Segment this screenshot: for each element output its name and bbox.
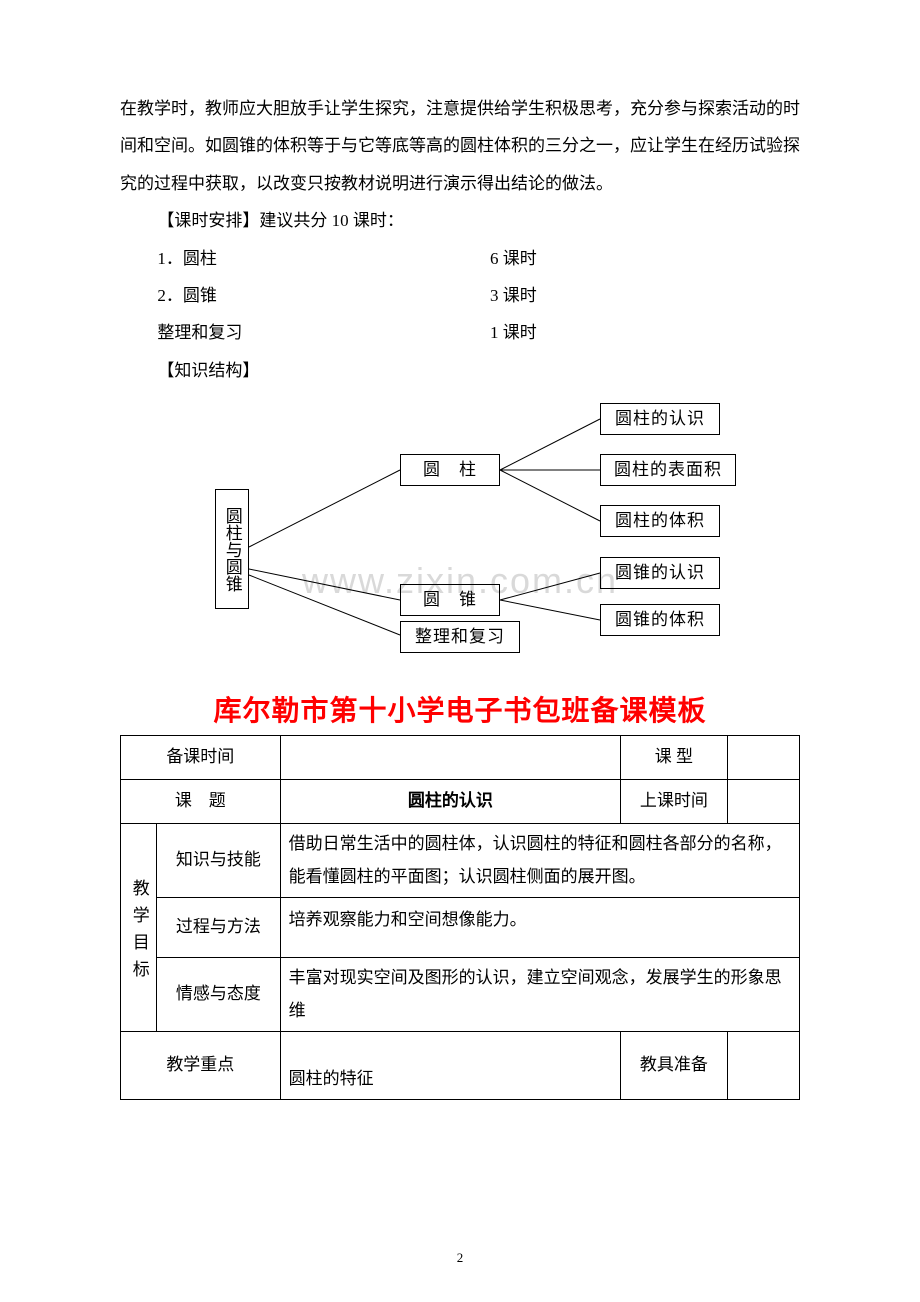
lesson-plan-table: 备课时间 课 型 课 题 圆柱的认识 上课时间 教学目标 知识与技能 借助日常生… <box>120 735 800 1100</box>
diagram-node-mid3: 整理和复习 <box>400 621 520 653</box>
hours-row: 1．圆柱 6 课时 <box>120 240 800 277</box>
cell-class-time-label: 上课时间 <box>621 780 727 824</box>
page-heading: 库尔勒市第十小学电子书包班备课模板 <box>120 689 800 729</box>
hours-row-right: 3 课时 <box>490 277 537 314</box>
page-content: 在教学时，教师应大胆放手让学生探究，注意提供给学生积极思考，充分参与探索活动的时… <box>120 90 800 1100</box>
cell-topic-label: 课 题 <box>121 780 281 824</box>
cell-prep-time-label: 备课时间 <box>121 736 281 780</box>
intro-paragraph: 在教学时，教师应大胆放手让学生探究，注意提供给学生积极思考，充分参与探索活动的时… <box>120 90 800 202</box>
cell-knowledge-value: 借助日常生活中的圆柱体，认识圆柱的特征和圆柱各部分的名称，能看懂圆柱的平面图；认… <box>280 824 799 898</box>
cell-topic-value: 圆柱的认识 <box>280 780 621 824</box>
table-row: 教学目标 知识与技能 借助日常生活中的圆柱体，认识圆柱的特征和圆柱各部分的名称，… <box>121 824 800 898</box>
cell-attitude-value: 丰富对现实空间及图形的认识，建立空间观念，发展学生的形象思维 <box>280 958 799 1032</box>
table-row: 情感与态度 丰富对现实空间及图形的认识，建立空间观念，发展学生的形象思维 <box>121 958 800 1032</box>
diagram-node-leaf3: 圆柱的体积 <box>600 505 720 537</box>
page-number: 2 <box>0 1250 920 1266</box>
hours-row: 2．圆锥 3 课时 <box>120 277 800 314</box>
cell-focus-value: 圆柱的特征 <box>280 1032 621 1100</box>
cell-focus-label: 教学重点 <box>121 1032 281 1100</box>
table-row: 过程与方法 培养观察能力和空间想像能力。 <box>121 898 800 958</box>
cell-lesson-type-value <box>727 736 799 780</box>
hours-row-left: 2．圆锥 <box>120 277 490 314</box>
diagram-node-root: 圆柱与圆锥 <box>215 489 249 609</box>
hours-row: 整理和复习 1 课时 <box>120 314 800 351</box>
diagram-node-leaf5: 圆锥的体积 <box>600 604 720 636</box>
cell-tools-value <box>727 1032 799 1100</box>
diagram-node-mid2: 圆 锥 <box>400 584 500 616</box>
hours-row-left: 1．圆柱 <box>120 240 490 277</box>
diagram-node-mid1: 圆 柱 <box>400 454 500 486</box>
diagram-node-leaf1: 圆柱的认识 <box>600 403 720 435</box>
cell-class-time-value <box>727 780 799 824</box>
table-row: 备课时间 课 型 <box>121 736 800 780</box>
diagram-node-leaf2: 圆柱的表面积 <box>600 454 736 486</box>
knowledge-diagram: 圆柱与圆锥 圆 柱圆 锥整理和复习 圆柱的认识圆柱的表面积圆柱的体积圆锥的认识圆锥的… <box>140 399 780 659</box>
knowledge-title: 【知识结构】 <box>120 352 800 389</box>
diagram-node-leaf4: 圆锥的认识 <box>600 557 720 589</box>
cell-attitude-label: 情感与态度 <box>157 958 280 1032</box>
cell-knowledge-label: 知识与技能 <box>157 824 280 898</box>
cell-process-label: 过程与方法 <box>157 898 280 958</box>
hours-row-left: 整理和复习 <box>120 314 490 351</box>
cell-tools-label: 教具准备 <box>621 1032 727 1100</box>
cell-lesson-type-label: 课 型 <box>621 736 727 780</box>
cell-goals-vertical-label: 教学目标 <box>121 824 157 1032</box>
hours-row-right: 6 课时 <box>490 240 537 277</box>
cell-prep-time-value <box>280 736 621 780</box>
hours-title: 【课时安排】建议共分 10 课时： <box>120 202 800 239</box>
cell-process-value: 培养观察能力和空间想像能力。 <box>280 898 799 958</box>
hours-row-right: 1 课时 <box>490 314 537 351</box>
table-row: 教学重点 圆柱的特征 教具准备 <box>121 1032 800 1100</box>
table-row: 课 题 圆柱的认识 上课时间 <box>121 780 800 824</box>
